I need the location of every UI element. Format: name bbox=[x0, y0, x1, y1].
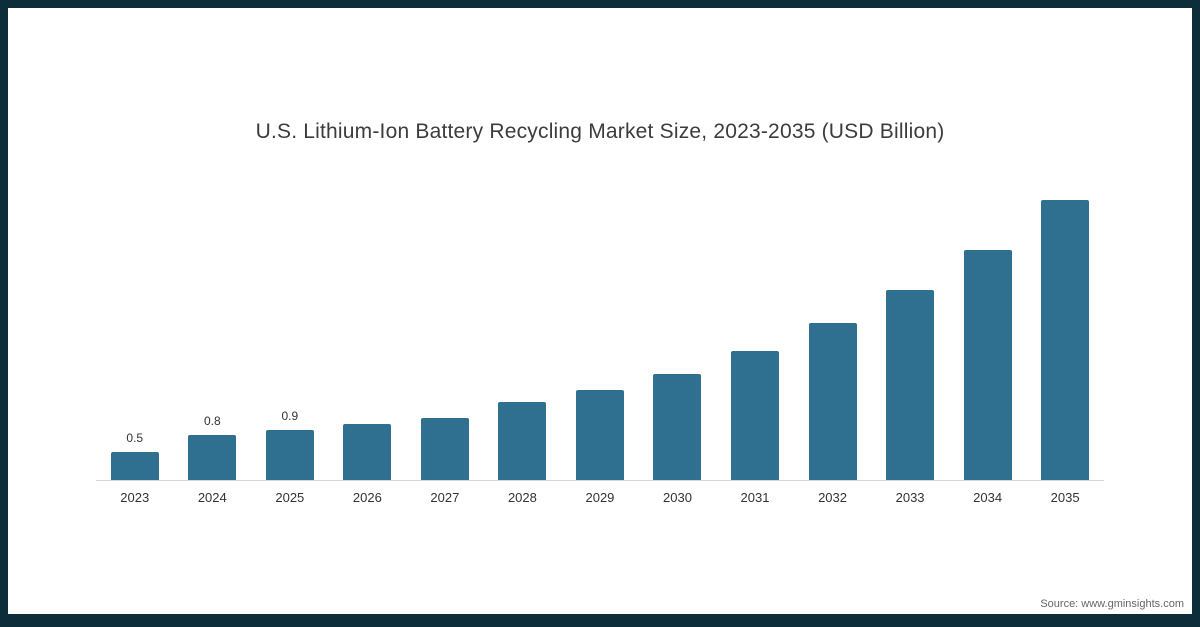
bar-column: 0.9 bbox=[251, 409, 329, 480]
bar-column: 0.8 bbox=[174, 414, 252, 480]
bar bbox=[808, 323, 857, 480]
bar-column: 0.5 bbox=[96, 431, 174, 480]
bar bbox=[731, 351, 780, 480]
x-tick-label: 2023 bbox=[120, 490, 150, 505]
bar bbox=[963, 250, 1012, 480]
bar bbox=[420, 418, 469, 480]
x-tick-label: 2030 bbox=[663, 490, 692, 505]
x-tick-label: 2029 bbox=[585, 490, 615, 505]
x-tick-label: 2026 bbox=[352, 490, 382, 505]
bar-value-label: 0.9 bbox=[281, 409, 299, 423]
x-tick-label: 2032 bbox=[818, 490, 847, 505]
bar-column bbox=[716, 351, 794, 480]
bar-column bbox=[561, 390, 639, 480]
x-axis-labels: 2023 2024 2025 2026 2027 2028 2029 2030 2031 2032… bbox=[96, 481, 1104, 505]
bar-column bbox=[639, 374, 717, 480]
bar bbox=[575, 390, 624, 480]
bar-column bbox=[329, 424, 407, 480]
x-tick-label: 2034 bbox=[973, 490, 1003, 505]
x-tick-label: 2028 bbox=[507, 490, 537, 505]
x-tick-label: 2031 bbox=[740, 490, 770, 505]
x-tick-label: 2035 bbox=[1050, 490, 1080, 505]
bar bbox=[498, 402, 547, 480]
bottom-accent-strip bbox=[8, 614, 1192, 619]
x-tick-label: 2027 bbox=[430, 490, 460, 505]
bar-column bbox=[949, 250, 1027, 480]
bar-plot-area: 0.5 0.8 0.9 bbox=[96, 170, 1104, 481]
x-tick-label: 2025 bbox=[275, 490, 305, 505]
source-attribution: Source: www.gminsights.com bbox=[1040, 598, 1184, 610]
bar bbox=[265, 430, 314, 480]
bar-column bbox=[406, 418, 484, 480]
bar bbox=[1041, 200, 1090, 480]
bar bbox=[110, 452, 159, 480]
bar-value-label: 0.5 bbox=[126, 431, 144, 445]
bar bbox=[886, 290, 935, 480]
chart-title: U.S. Lithium-Ion Battery Recycling Marke… bbox=[255, 120, 945, 143]
bar-value-label: 0.8 bbox=[203, 414, 221, 428]
bar-column bbox=[871, 290, 949, 480]
bar-column bbox=[1026, 200, 1104, 480]
x-tick-label: 2024 bbox=[197, 490, 227, 505]
bar bbox=[188, 435, 237, 480]
bar-column bbox=[794, 323, 872, 480]
bar bbox=[653, 374, 702, 480]
x-tick-label: 2033 bbox=[895, 490, 925, 505]
bar-column bbox=[484, 402, 562, 480]
bar bbox=[343, 424, 392, 480]
